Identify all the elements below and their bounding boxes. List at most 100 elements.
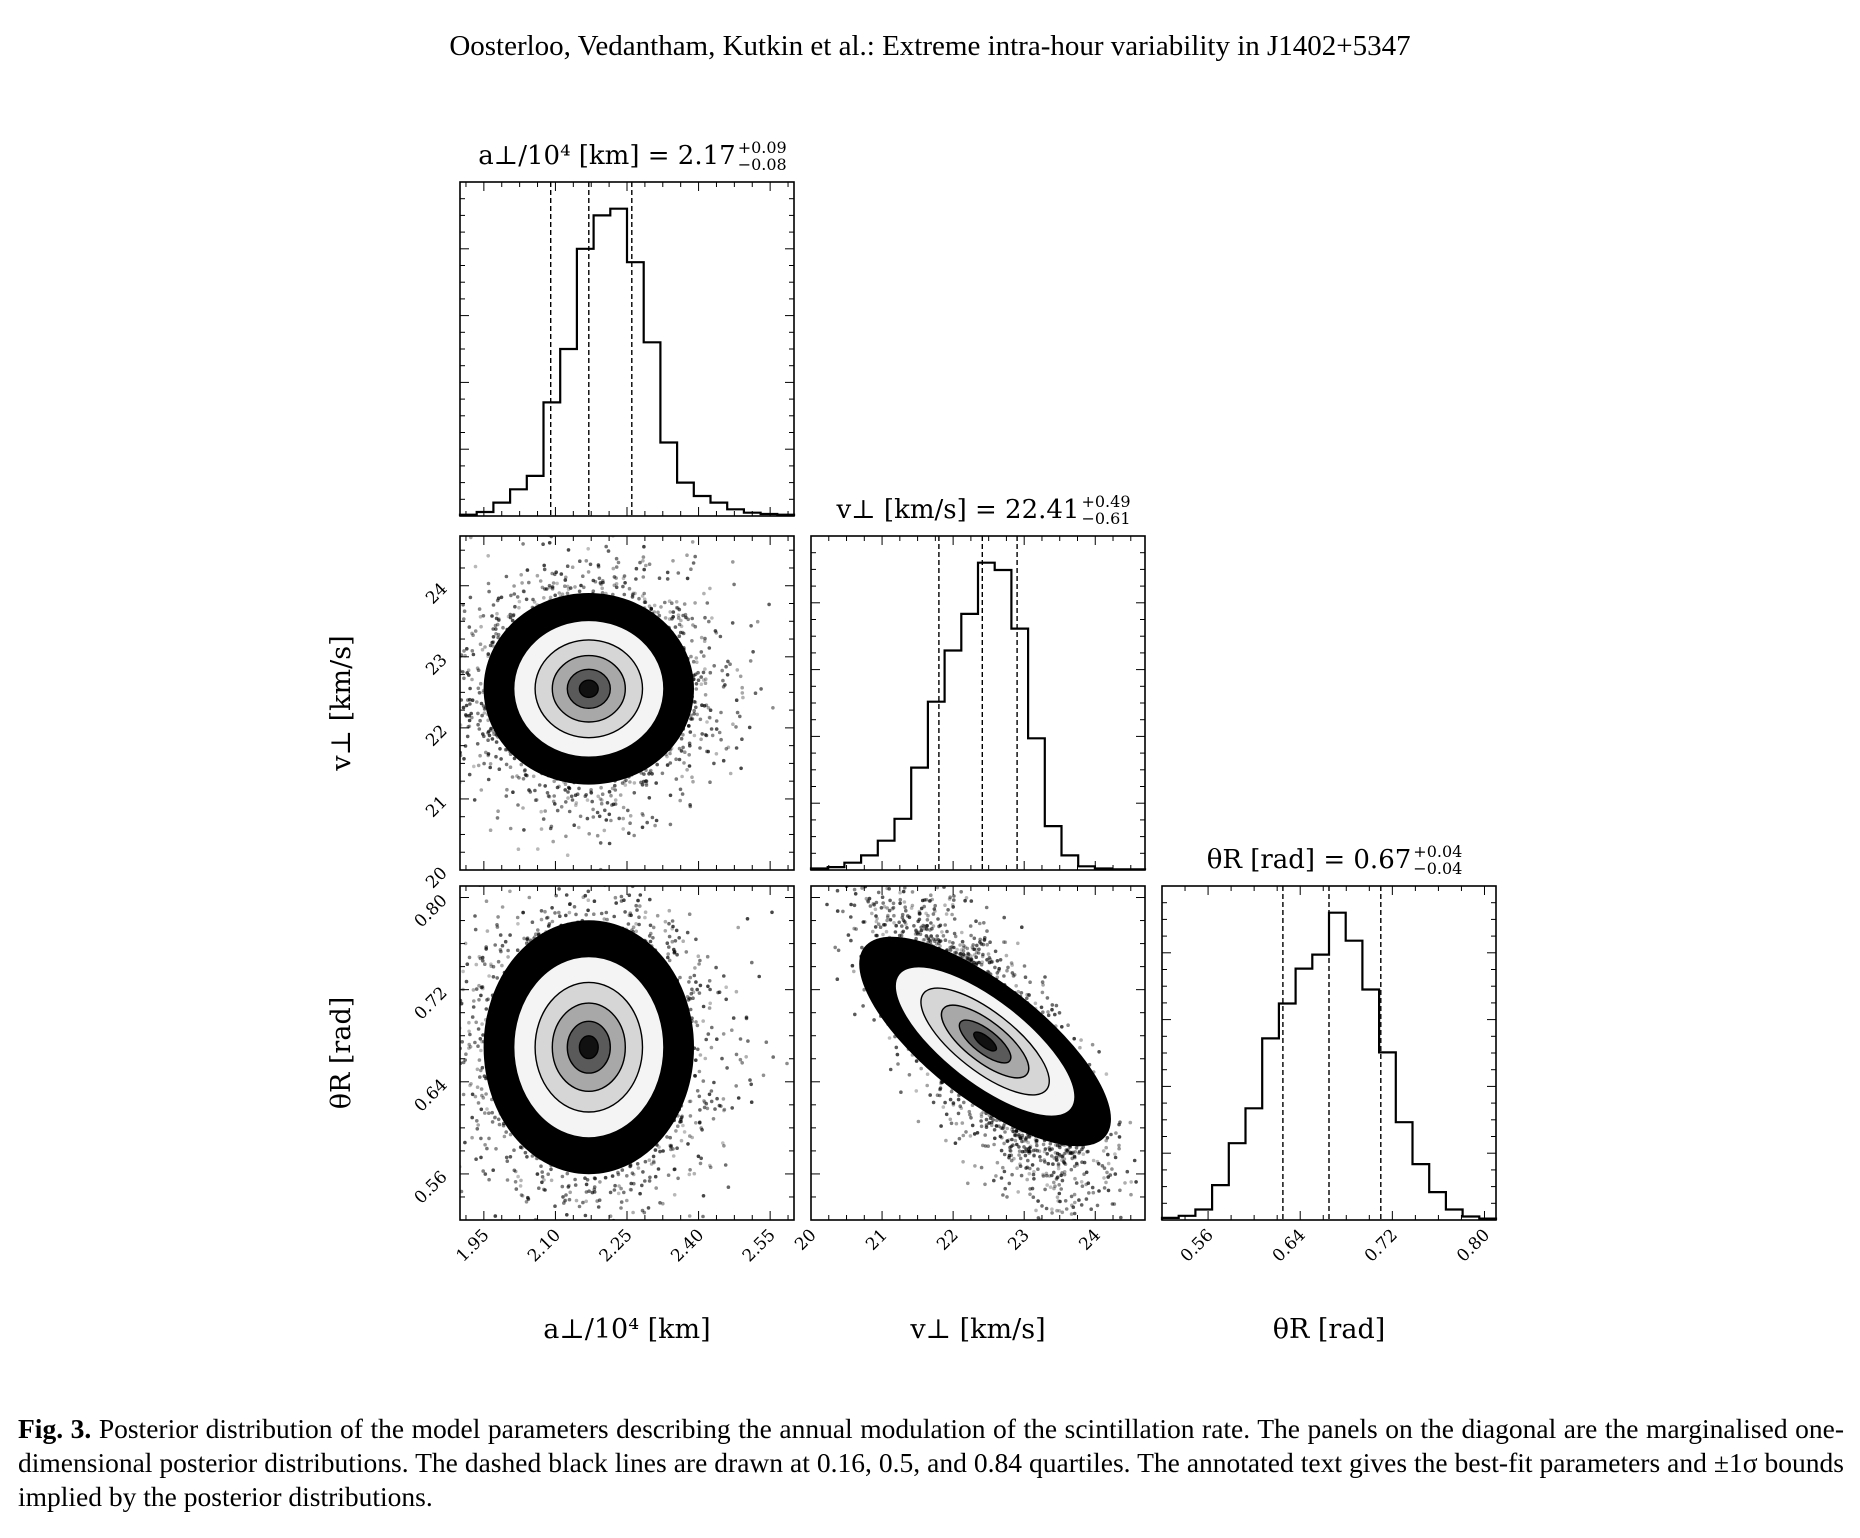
- sample-point: [676, 613, 681, 617]
- sample-point: [559, 805, 564, 809]
- sample-point: [713, 629, 718, 633]
- sample-point: [456, 781, 460, 785]
- sample-point: [721, 678, 725, 683]
- sample-point: [677, 936, 681, 940]
- sample-point: [682, 602, 687, 606]
- sample-point: [694, 656, 699, 660]
- sample-point: [699, 737, 703, 742]
- sample-point: [731, 722, 735, 726]
- sample-point: [435, 771, 439, 775]
- sample-point: [420, 609, 424, 613]
- sample-point: [544, 587, 549, 591]
- sample-point: [632, 781, 637, 785]
- sample-point: [663, 600, 667, 605]
- sample-point: [480, 1065, 485, 1070]
- sample-point: [695, 660, 699, 664]
- sample-point: [725, 1066, 729, 1070]
- sample-point: [412, 985, 416, 989]
- sample-point: [681, 613, 685, 618]
- sample-point: [679, 736, 684, 741]
- sample-point: [704, 1037, 708, 1042]
- sample-point: [494, 627, 498, 631]
- sample-point: [547, 541, 552, 545]
- sample-point: [591, 578, 596, 583]
- sample-point: [698, 958, 702, 963]
- sample-point: [490, 614, 494, 618]
- sample-point: [512, 1148, 516, 1152]
- sample-point: [732, 582, 736, 587]
- sample-point: [478, 718, 482, 723]
- sample-point: [584, 793, 588, 797]
- sample-point: [603, 832, 607, 836]
- sample-point: [471, 633, 475, 637]
- sample-point: [597, 814, 602, 819]
- sample-point: [621, 805, 626, 810]
- sample-point: [612, 914, 616, 919]
- sample-point: [463, 1140, 467, 1145]
- sample-point: [425, 1072, 429, 1076]
- sample-point: [546, 794, 551, 798]
- sample-point: [574, 801, 579, 805]
- sample-point: [724, 664, 728, 669]
- sample-point: [540, 1180, 544, 1185]
- sample-point: [647, 796, 652, 800]
- sample-point: [519, 762, 524, 767]
- corner-plot: 1.95 2.10 2.25 2.40 2.55 20 21 22 23 24 0.56 0.64 0.…: [326, 138, 1498, 1345]
- sample-point: [480, 713, 484, 718]
- sample-point: [731, 560, 735, 564]
- sample-point: [509, 593, 513, 598]
- sample-point: [494, 740, 499, 744]
- sample-point: [499, 508, 503, 512]
- sample-point: [503, 747, 508, 752]
- sample-point: [468, 1032, 472, 1037]
- sample-point: [495, 622, 500, 627]
- sample-point: [703, 636, 707, 641]
- sample-point: [484, 750, 488, 755]
- sample-point: [439, 747, 443, 751]
- sample-point: [602, 828, 607, 833]
- sample-point: [665, 577, 670, 581]
- sample-point: [692, 700, 697, 704]
- sample-point: [488, 828, 493, 832]
- sample-point: [531, 597, 535, 602]
- sample-point: [736, 1096, 741, 1100]
- sample-point: [726, 1185, 731, 1189]
- sample-point: [759, 687, 763, 691]
- sample-point: [483, 1172, 488, 1176]
- sample-point: [535, 573, 540, 578]
- sample-point: [486, 752, 491, 756]
- sample-point: [525, 1155, 529, 1159]
- sample-point: [522, 769, 527, 773]
- sample-point: [666, 1173, 671, 1177]
- sample-point: [623, 848, 627, 852]
- sample-point: [614, 556, 619, 561]
- sample-point: [725, 673, 730, 677]
- sample-point: [401, 662, 405, 666]
- sample-point: [637, 1250, 641, 1254]
- sample-point: [563, 782, 568, 786]
- sample-point: [597, 576, 602, 581]
- sample-point: [493, 943, 498, 947]
- sample-point: [689, 567, 693, 571]
- sample-point: [622, 592, 627, 597]
- sample-point: [703, 667, 707, 671]
- sample-point: [740, 685, 744, 690]
- sample-point: [685, 930, 690, 935]
- sample-point: [644, 782, 649, 786]
- sample-point: [473, 564, 478, 569]
- sample-point: [620, 781, 625, 785]
- sample-point: [748, 1078, 752, 1082]
- sample-point: [642, 597, 647, 601]
- sample-point: [690, 639, 694, 643]
- sample-point: [610, 786, 615, 791]
- sample-point: [687, 1099, 692, 1104]
- sample-point: [653, 823, 657, 828]
- sample-point: [455, 695, 459, 699]
- sample-point: [566, 587, 571, 591]
- sample-point: [473, 629, 478, 633]
- sample-point: [630, 928, 634, 932]
- sample-point: [689, 713, 693, 718]
- sample-point: [511, 790, 515, 794]
- sample-point: [632, 791, 637, 795]
- sample-point: [714, 752, 719, 756]
